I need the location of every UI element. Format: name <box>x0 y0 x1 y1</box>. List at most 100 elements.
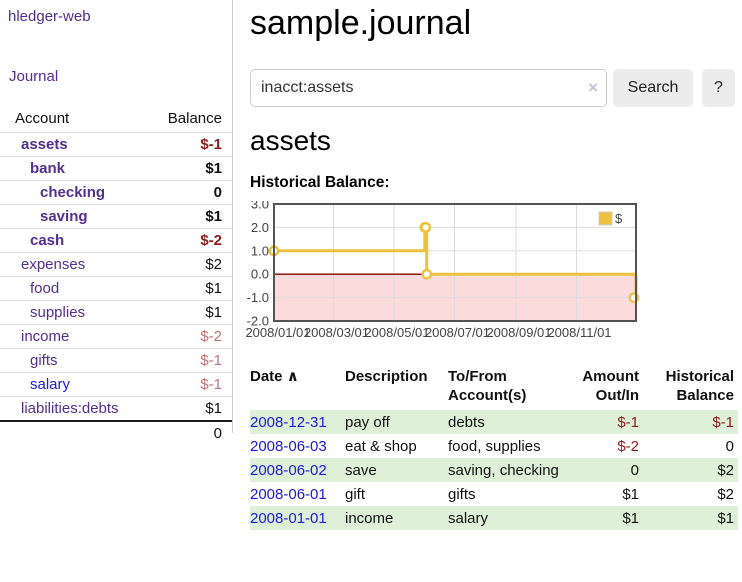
legend-label: $ <box>615 211 623 226</box>
chart-svg: 3.0 2.0 1.0 0.0 -1.0 -2.02008/01/012008/03/01… <box>245 196 640 340</box>
register-row: 2008-06-03 eat & shop food, supplies $-2 0 <box>250 434 738 458</box>
account-row: expenses $2 <box>0 252 232 276</box>
search-box: × <box>250 68 607 107</box>
account-link-expenses[interactable]: expenses <box>21 256 86 273</box>
transaction-date-link[interactable]: 2008-06-01 <box>250 485 327 503</box>
account-balance: $2 <box>205 256 222 273</box>
sidebar-divider <box>232 0 233 433</box>
sidebar: hledger-web Journal Account Balance asse… <box>0 0 232 445</box>
account-row: assets $-1 <box>0 132 232 156</box>
accounts-cell: food, supplies <box>448 437 541 455</box>
accounts-cell: saving, checking <box>448 461 559 479</box>
accounts-cell: salary <box>448 509 489 527</box>
date-cell: 2008-12-31 <box>250 410 345 434</box>
date-cell: 2008-06-03 <box>250 434 345 458</box>
sidebar-item-journal[interactable]: Journal <box>9 68 59 85</box>
accounts-column-header: To/From Account(s) <box>448 367 527 404</box>
search-input[interactable] <box>250 68 607 107</box>
chart-data-point[interactable] <box>421 268 433 280</box>
accounts-total-value: 0 <box>213 425 222 442</box>
account-balance: $-1 <box>200 376 222 393</box>
account-balance: $1 <box>205 280 222 297</box>
register-row: 2008-12-31 pay off debts $-1 $-1 <box>250 409 738 434</box>
account-row: checking 0 <box>0 180 232 204</box>
description-cell: gift <box>345 485 366 503</box>
account-balance: $-1 <box>200 136 222 153</box>
chart-x-tick-label: 2008/09/01 <box>486 325 551 340</box>
chart-x-tick-label: 2008/03/01 <box>304 325 369 340</box>
account-row: saving $1 <box>0 204 232 228</box>
description-cell: pay off <box>345 413 390 431</box>
account-balance: $1 <box>205 208 222 225</box>
accounts-total-row: 0 <box>0 420 232 445</box>
date-column-header[interactable]: Date ∧ <box>250 365 345 410</box>
historical-balance-chart[interactable]: 3.0 2.0 1.0 0.0 -1.0 -2.0 2008/01/01 2008/03/01… <box>244 196 742 347</box>
register-row: 2008-06-01 gift gifts $1 $2 <box>250 482 738 506</box>
amount-cell: $-2 <box>617 437 639 455</box>
accounts-rows: assets $-1 bank $1 checking 0 saving $1 cash $-2 e… <box>0 132 232 420</box>
legend-swatch <box>598 211 613 226</box>
chart-y-tick-label: 2.0 <box>251 219 269 234</box>
account-link-bank[interactable]: bank <box>30 160 66 177</box>
accounts-cell: debts <box>448 413 485 431</box>
main-content: sample.journal × Search ? assets Histori… <box>245 0 742 530</box>
chart-border <box>273 202 637 322</box>
account-link-cash[interactable]: cash <box>30 232 65 249</box>
transaction-date-link[interactable]: 2008-01-01 <box>250 509 327 527</box>
account-link-salary[interactable]: salary <box>30 376 71 393</box>
register-rows: 2008-12-31 pay off debts $-1 $-1 2008-06-03 ea… <box>250 409 738 530</box>
account-link-supplies[interactable]: supplies <box>30 304 86 321</box>
account-column-header: Account <box>15 110 70 127</box>
chart-y-tick-label: -1.0 <box>247 290 269 305</box>
balance-column-header: Balance <box>167 110 222 127</box>
accounts-table: Account Balance assets $-1 bank $1 checking 0… <box>0 107 232 445</box>
account-row: salary $-1 <box>0 372 232 396</box>
balance-cell: $-1 <box>712 413 734 431</box>
account-row: bank $1 <box>0 156 232 180</box>
account-link-food[interactable]: food <box>30 280 60 297</box>
account-link-checking[interactable]: checking <box>40 184 106 201</box>
register-row: 2008-01-01 income salary $1 $1 <box>250 505 738 530</box>
account-row: gifts $-1 <box>0 348 232 372</box>
chart-data-point[interactable] <box>420 221 432 233</box>
date-cell: 2008-06-01 <box>250 482 345 506</box>
sort-ascending-icon: ∧ <box>286 367 299 385</box>
account-link-saving[interactable]: saving <box>40 208 88 225</box>
account-link-income[interactable]: income <box>21 328 70 345</box>
account-row: liabilities:debts $1 <box>0 396 232 420</box>
page-title: sample.journal <box>250 4 472 42</box>
chart-y-tick-label: 0.0 <box>251 266 269 281</box>
amount-column-header: Amount Out/In <box>582 367 639 404</box>
accounts-cell: gifts <box>448 485 476 503</box>
balance-cell: $2 <box>717 485 734 503</box>
account-balance: $-1 <box>200 352 222 369</box>
description-cell: income <box>345 509 394 527</box>
account-link-assets[interactable]: assets <box>21 136 68 153</box>
account-heading: assets <box>250 124 331 156</box>
chart-x-tick-label: 2008/05/01 <box>364 325 429 340</box>
account-link-gifts[interactable]: gifts <box>30 352 58 369</box>
account-link-liabilities-debts[interactable]: liabilities:debts <box>21 400 119 417</box>
account-balance: 0 <box>213 184 222 201</box>
clear-search-icon[interactable]: × <box>588 77 598 97</box>
transaction-date-link[interactable]: 2008-06-02 <box>250 461 327 479</box>
register-table: Date ∧ Description To/From Account(s) Amo… <box>250 365 738 530</box>
chart-y-tick-label: -2.0 <box>247 313 269 328</box>
date-cell: 2008-01-01 <box>250 506 345 530</box>
search-form: × Search ? <box>250 68 742 107</box>
search-button[interactable]: Search <box>613 68 693 107</box>
help-button[interactable]: ? <box>702 68 735 107</box>
date-cell: 2008-06-02 <box>250 458 345 482</box>
account-row: food $1 <box>0 276 232 300</box>
register-header-row: Date ∧ Description To/From Account(s) Amo… <box>250 365 738 410</box>
transaction-date-link[interactable]: 2008-12-31 <box>250 413 327 431</box>
chart-y-tick-label: 1.0 <box>251 243 269 258</box>
transaction-date-link[interactable]: 2008-06-03 <box>250 437 327 455</box>
balance-cell: $2 <box>717 461 734 479</box>
account-balance: $-2 <box>200 232 222 249</box>
account-balance: $-2 <box>200 328 222 345</box>
chart-x-tick-label: 2008/07/01 <box>425 325 490 340</box>
account-balance: $1 <box>205 304 222 321</box>
brand-link[interactable]: hledger-web <box>8 8 91 25</box>
